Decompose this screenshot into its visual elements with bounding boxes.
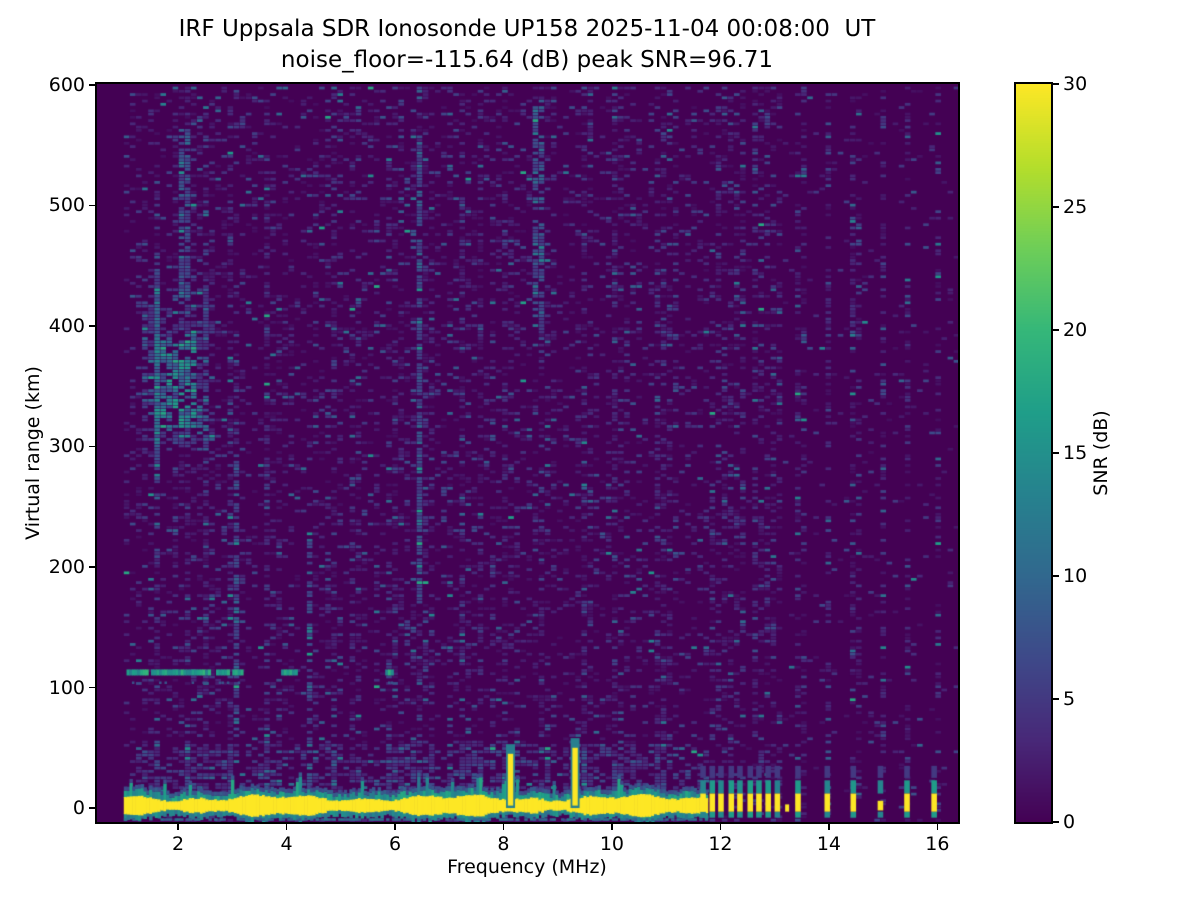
- colorbar-tick-mark: [1053, 83, 1059, 85]
- ionogram-heatmap-canvas: [97, 84, 958, 822]
- x-tick-mark: [611, 824, 613, 830]
- x-tick-label: 4: [280, 833, 293, 855]
- y-tick-mark: [89, 445, 95, 448]
- colorbar-tick-label: 5: [1063, 688, 1076, 710]
- x-tick-mark: [285, 824, 288, 830]
- colorbar-gradient: [1016, 84, 1051, 822]
- x-tick-mark: [502, 824, 505, 830]
- x-tick-label: 10: [599, 833, 625, 855]
- x-tick-mark: [394, 824, 396, 830]
- y-tick-label: 100: [48, 676, 85, 699]
- x-tick-mark: [719, 824, 722, 830]
- colorbar-tick-mark: [1053, 575, 1059, 577]
- x-axis-label: Frequency (MHz): [447, 856, 607, 878]
- y-tick-mark: [89, 204, 95, 207]
- y-tick-mark: [89, 686, 95, 689]
- y-tick-label: 200: [48, 556, 85, 578]
- x-tick-label: 8: [497, 833, 510, 855]
- x-tick-mark: [177, 824, 179, 830]
- x-tick-label: 16: [925, 833, 950, 855]
- colorbar-tick-mark: [1053, 698, 1059, 700]
- colorbar-tick-mark: [1053, 206, 1059, 208]
- colorbar-tick-mark: [1053, 821, 1059, 823]
- figure-subtitle: noise_floor=-115.64 (dB) peak SNR=96.71: [280, 47, 774, 73]
- figure-title: IRF Uppsala SDR Ionosonde UP158 2025-11-…: [178, 16, 876, 42]
- colorbar-tick-mark: [1053, 452, 1059, 454]
- colorbar-tick-label: 10: [1063, 565, 1088, 587]
- colorbar-tick-label: 30: [1063, 73, 1088, 95]
- x-tick-label: 2: [171, 833, 185, 855]
- y-tick-label: 600: [48, 73, 85, 96]
- x-tick-mark: [936, 824, 939, 830]
- colorbar-tick-label: 20: [1063, 319, 1088, 341]
- colorbar-tick-label: 25: [1063, 196, 1088, 218]
- heatmap-plot-area: [95, 82, 960, 824]
- x-tick-label: 14: [816, 833, 841, 855]
- y-tick-mark: [89, 807, 95, 809]
- colorbar-tick-label: 15: [1063, 442, 1088, 464]
- y-tick-mark: [89, 84, 95, 86]
- x-tick-label: 6: [388, 833, 402, 855]
- colorbar-tick-label: 0: [1063, 811, 1076, 833]
- y-tick-label: 300: [48, 435, 85, 458]
- colorbar: [1014, 82, 1053, 824]
- y-axis-label: Virtual range (km): [22, 366, 44, 540]
- x-tick-label: 12: [708, 833, 733, 855]
- y-tick-label: 0: [72, 797, 85, 820]
- y-tick-mark: [89, 325, 95, 327]
- y-tick-label: 500: [48, 194, 85, 217]
- colorbar-label: SNR (dB): [1090, 410, 1112, 496]
- x-tick-mark: [828, 824, 830, 830]
- y-tick-label: 400: [48, 314, 85, 337]
- colorbar-tick-mark: [1053, 329, 1059, 331]
- y-tick-mark: [89, 566, 95, 568]
